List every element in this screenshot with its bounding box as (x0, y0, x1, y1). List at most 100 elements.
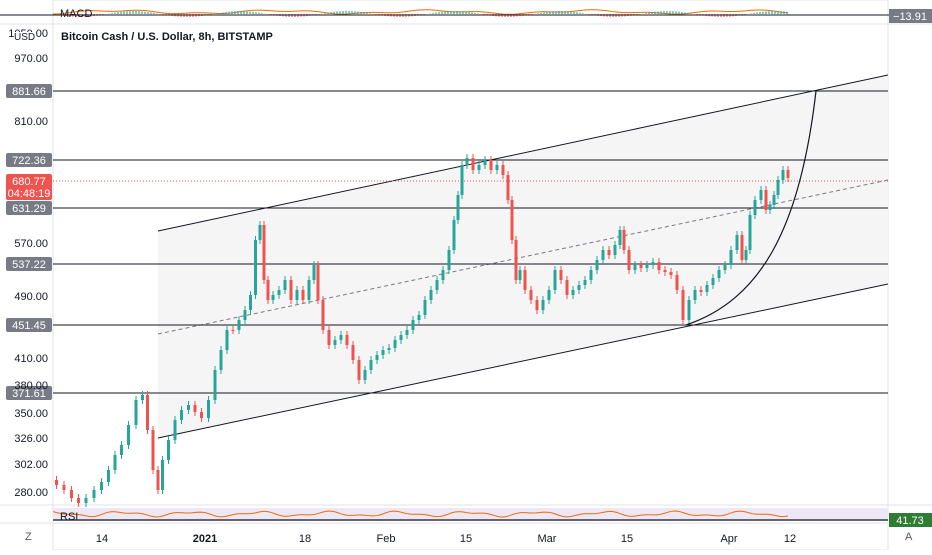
macd-indicator-label[interactable]: MACD (60, 8, 93, 20)
time-tick-label: 12 (784, 533, 796, 545)
candle-body (735, 235, 739, 250)
candle-body (312, 265, 316, 280)
candle-body (107, 470, 110, 482)
candle-body (622, 230, 626, 250)
candle-body (753, 200, 757, 215)
rsi-indicator-label[interactable]: RSI (60, 511, 79, 523)
candle-body (266, 280, 270, 300)
time-tick-label: 18 (299, 533, 311, 545)
candle-body (357, 360, 361, 380)
candle-body (501, 165, 505, 175)
candle-body (62, 485, 66, 490)
auto-scale-button[interactable]: A (905, 531, 913, 543)
candle-body (249, 295, 252, 310)
candle-body (225, 330, 229, 350)
price-tick-label: 490.00 (14, 291, 48, 303)
candle-body (258, 225, 262, 240)
macd-signal-line (52, 9, 789, 15)
candle-body (277, 290, 281, 295)
candle-body (460, 165, 464, 195)
candle-body (681, 290, 685, 320)
level-price-label: 371.61 (12, 388, 46, 400)
price-tick-label: 970.00 (14, 53, 48, 65)
current-price-tag (6, 174, 52, 200)
candle-body (786, 170, 790, 178)
candle-body (711, 278, 715, 285)
candle-body (529, 290, 533, 300)
candle-body (405, 330, 409, 335)
rsi-value-label: 41.73 (896, 515, 924, 527)
price-tick-label: 810.00 (14, 116, 48, 128)
candle-body (595, 260, 599, 270)
level-price-label: 451.45 (12, 320, 46, 332)
candle-body (387, 348, 391, 350)
level-price-label: 631.29 (12, 203, 46, 215)
zoom-button[interactable]: Z (25, 531, 32, 543)
time-tick-label: Feb (377, 533, 396, 545)
candle-body (301, 290, 305, 300)
candle-body (213, 370, 217, 400)
price-tick-label: 280.00 (14, 487, 48, 499)
candle-body (759, 190, 763, 200)
candle-body (423, 300, 427, 315)
candle-body (55, 480, 58, 485)
candle-body (207, 400, 210, 418)
candle-body (506, 175, 510, 200)
candle-body (776, 180, 780, 195)
candle-body (70, 490, 73, 498)
price-tick-label: 570.00 (14, 238, 48, 250)
candle-body (243, 310, 247, 320)
candle-body (283, 280, 287, 290)
candle-body (231, 330, 235, 331)
level-price-tag (6, 201, 52, 215)
candle-body (618, 230, 622, 245)
candle-body (571, 290, 575, 295)
currency-label: USD (14, 32, 36, 43)
candle-body (693, 290, 697, 300)
candle-body (547, 290, 551, 300)
time-tick-label: 15 (621, 533, 633, 545)
candle-body (327, 330, 331, 345)
candle-body (180, 410, 183, 420)
candle-body (200, 412, 203, 418)
candle-body (657, 262, 661, 270)
candle-body (187, 405, 190, 410)
candle-body (523, 270, 527, 290)
candle-body (351, 345, 355, 360)
rsi-value-tag (889, 513, 932, 527)
candle-body (601, 250, 605, 260)
candle-body (559, 270, 563, 280)
candle-body (237, 320, 241, 330)
candle-body (729, 250, 733, 265)
candle-body (411, 320, 415, 330)
level-price-label: 881.66 (12, 86, 46, 98)
candle-body (113, 455, 117, 470)
candle-body (465, 158, 469, 165)
level-price-tag (6, 386, 52, 400)
candle-body (146, 395, 149, 430)
candle-body (393, 340, 397, 348)
candle-body (100, 482, 103, 490)
candle-body (316, 265, 320, 300)
level-price-tag (6, 318, 52, 332)
candle-body (535, 300, 539, 310)
candle-body (589, 270, 593, 280)
candle-body (333, 340, 337, 345)
candle-body (173, 420, 177, 440)
candle-body (744, 250, 748, 260)
time-tick-label: 14 (96, 533, 108, 545)
candle-body (518, 270, 522, 280)
candle-body (577, 285, 581, 290)
candle-body (768, 205, 772, 210)
candle-body (193, 405, 197, 412)
candle-body (381, 350, 385, 355)
candle-body (633, 265, 637, 270)
candle-body (417, 315, 421, 320)
level-price-tag (6, 257, 52, 271)
candle-body (141, 395, 144, 400)
candle-body (705, 285, 709, 292)
candle-body (553, 270, 557, 290)
candle-body (764, 190, 768, 210)
